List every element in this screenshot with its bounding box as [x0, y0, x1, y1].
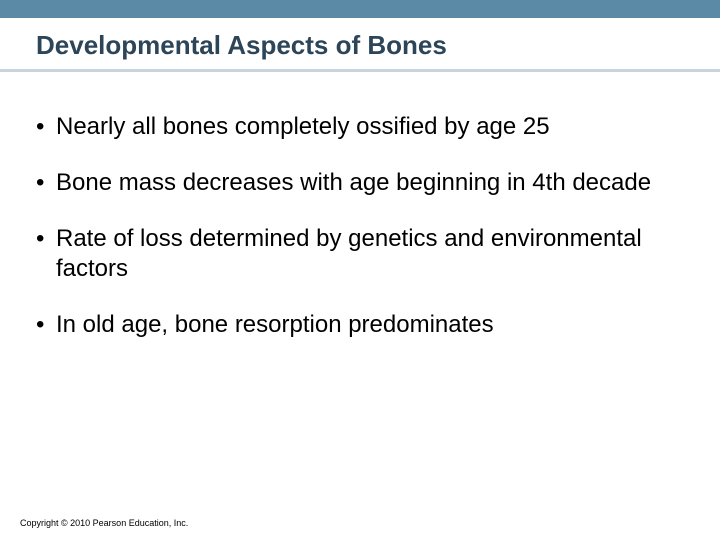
top-accent-bar: [0, 0, 720, 18]
bullet-point: Bone mass decreases with age beginning i…: [36, 168, 684, 198]
bullet-point: Rate of loss determined by genetics and …: [36, 224, 684, 284]
content-area: Nearly all bones completely ossified by …: [0, 72, 720, 340]
copyright-text: Copyright © 2010 Pearson Education, Inc.: [20, 518, 188, 528]
bullet-point: In old age, bone resorption predominates: [36, 310, 684, 340]
bullet-point: Nearly all bones completely ossified by …: [36, 112, 684, 142]
slide-title: Developmental Aspects of Bones: [0, 18, 720, 61]
